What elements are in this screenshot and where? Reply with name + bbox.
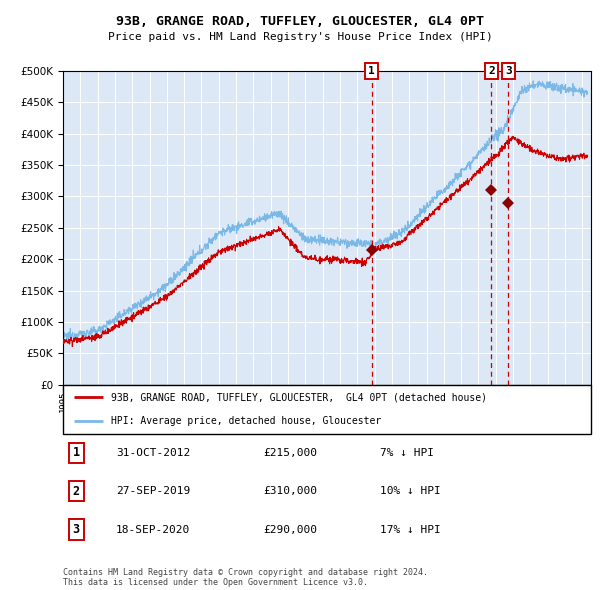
Text: 3: 3 xyxy=(505,66,512,76)
Text: 1: 1 xyxy=(368,66,375,76)
Text: 3: 3 xyxy=(73,523,80,536)
Text: 31-OCT-2012: 31-OCT-2012 xyxy=(116,448,190,458)
Text: 93B, GRANGE ROAD, TUFFLEY, GLOUCESTER,  GL4 0PT (detached house): 93B, GRANGE ROAD, TUFFLEY, GLOUCESTER, G… xyxy=(110,392,487,402)
Text: Contains HM Land Registry data © Crown copyright and database right 2024.
This d: Contains HM Land Registry data © Crown c… xyxy=(63,568,428,587)
Text: 93B, GRANGE ROAD, TUFFLEY, GLOUCESTER, GL4 0PT: 93B, GRANGE ROAD, TUFFLEY, GLOUCESTER, G… xyxy=(116,15,484,28)
Text: 18-SEP-2020: 18-SEP-2020 xyxy=(116,525,190,535)
Text: 7% ↓ HPI: 7% ↓ HPI xyxy=(380,448,434,458)
Text: £215,000: £215,000 xyxy=(263,448,317,458)
Text: 1: 1 xyxy=(73,446,80,460)
Text: 2: 2 xyxy=(73,484,80,498)
Text: 17% ↓ HPI: 17% ↓ HPI xyxy=(380,525,440,535)
Text: 27-SEP-2019: 27-SEP-2019 xyxy=(116,486,190,496)
Text: HPI: Average price, detached house, Gloucester: HPI: Average price, detached house, Glou… xyxy=(110,416,381,426)
Text: Price paid vs. HM Land Registry's House Price Index (HPI): Price paid vs. HM Land Registry's House … xyxy=(107,32,493,42)
Text: £310,000: £310,000 xyxy=(263,486,317,496)
Text: £290,000: £290,000 xyxy=(263,525,317,535)
Text: 10% ↓ HPI: 10% ↓ HPI xyxy=(380,486,440,496)
Text: 2: 2 xyxy=(488,66,494,76)
